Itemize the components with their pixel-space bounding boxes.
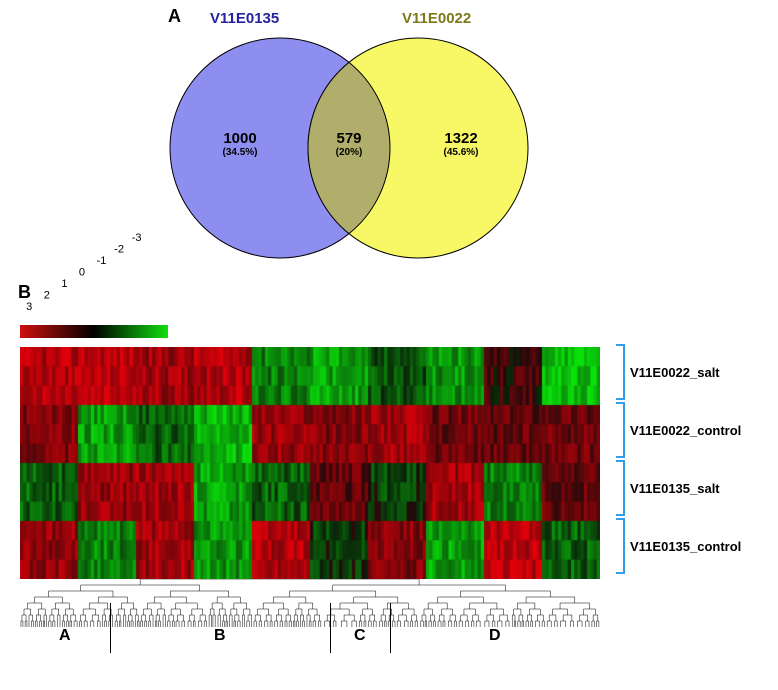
venn-mid-pct: (20%): [324, 147, 374, 158]
colorbar-tick: 2: [44, 289, 54, 307]
colorbar-tick: 0: [79, 267, 89, 285]
venn-mid-n: 579: [324, 130, 374, 147]
colorbar: [20, 325, 168, 338]
colorbar-tick: -2: [114, 244, 124, 262]
colorbar-tick: 3: [26, 301, 36, 319]
row-group-label: V11E0022_control: [630, 401, 758, 459]
venn-overlap-count: 579 (20%): [324, 130, 374, 158]
row-group-label: V11E0022_salt: [630, 343, 758, 401]
row-labels: V11E0022_saltV11E0022_controlV11E0135_sa…: [630, 343, 758, 575]
venn-right-pct: (45.6%): [426, 147, 496, 158]
column-dendrogram: [20, 579, 600, 627]
cluster-divider: [330, 603, 331, 653]
colorbar-tick: -3: [132, 232, 142, 250]
row-group-label: V11E0135_control: [630, 517, 758, 575]
cluster-label: D: [489, 627, 501, 645]
heatmap-panel: 3210-1-2-3 V11E0022_saltV11E0022_control…: [20, 305, 758, 627]
row-group-label: V11E0135_salt: [630, 459, 758, 517]
venn-left-title: V11E0135: [210, 10, 279, 27]
venn-right-count: 1322 (45.6%): [426, 130, 496, 158]
cluster-label: C: [354, 627, 366, 645]
row-brackets: [614, 343, 628, 575]
cluster-divider: [390, 603, 391, 653]
cluster-label: A: [59, 627, 71, 645]
venn-left-n: 1000: [205, 130, 275, 147]
cluster-label: B: [214, 627, 226, 645]
colorbar-tick: 1: [61, 278, 71, 296]
colorbar-tick: -1: [97, 255, 107, 273]
venn-right-n: 1322: [426, 130, 496, 147]
cluster-divider: [110, 603, 111, 653]
heatmap-canvas: [20, 347, 600, 579]
column-cluster-labels: A B C D: [20, 623, 600, 651]
venn-diagram: V11E0135 V11E0022 1000 (34.5%) 579 (20%)…: [140, 5, 590, 270]
